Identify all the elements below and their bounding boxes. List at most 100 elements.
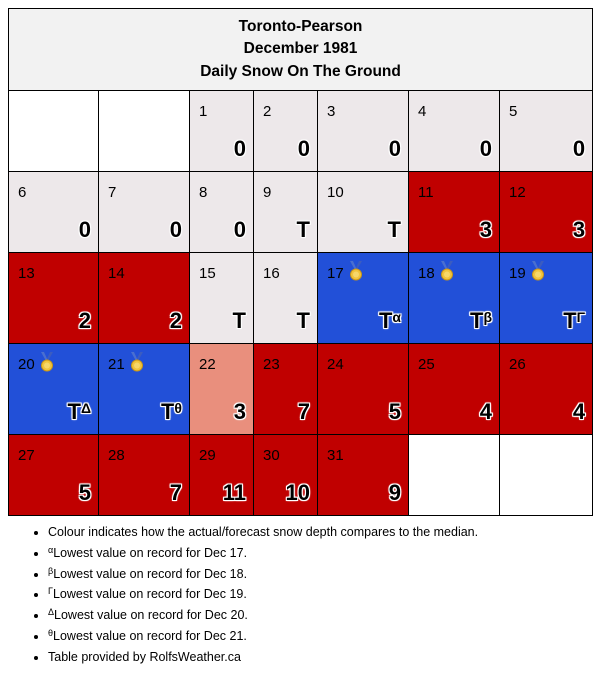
day-cell: 19 TΓ (498, 252, 594, 344)
medal-icon (438, 261, 456, 286)
note-marker: Γ (48, 586, 53, 597)
snow-depth-value: 0 (79, 217, 91, 243)
day-cell: 10 T (317, 171, 409, 253)
snow-depth-value: 4 (573, 399, 585, 425)
day-number-text: 2 (263, 103, 272, 120)
medal-icon (529, 261, 547, 286)
empty-cell (98, 90, 190, 172)
day-number: 17 (327, 261, 365, 286)
snow-depth-value: T (233, 308, 246, 334)
day-number-text: 6 (18, 184, 27, 201)
day-cell: 20 TΔ (8, 343, 99, 435)
snow-depth-value: 0 (480, 136, 492, 162)
day-number-text: 11 (418, 184, 434, 201)
day-number-text: 19 (509, 265, 526, 282)
day-number-text: 15 (199, 265, 216, 282)
snow-depth-value: Tθ (161, 399, 182, 425)
medal-icon (128, 352, 146, 377)
note-text: Lowest value on record for Dec 20. (54, 608, 248, 623)
day-number: 10 (327, 184, 344, 202)
snow-depth-text: 5 (388, 399, 401, 424)
day-number-text: 7 (108, 184, 117, 201)
record-footnote-marker: α (392, 309, 401, 325)
station-name: Toronto-Pearson (238, 17, 363, 35)
record-footnote-marker: Γ (576, 309, 586, 325)
snow-depth-value: 3 (234, 399, 246, 425)
day-number-text: 13 (18, 265, 35, 282)
day-number: 25 (418, 356, 435, 374)
day-cell: 13 2 (8, 252, 99, 344)
day-number: 23 (263, 356, 280, 374)
empty-cell (408, 434, 500, 516)
snow-calendar: Toronto-Pearson December 1981 Daily Snow… (7, 8, 594, 516)
day-number: 9 (263, 184, 271, 202)
day-number: 29 (199, 447, 216, 465)
day-cell: 14 2 (98, 252, 190, 344)
snow-depth-value: 0 (389, 136, 401, 162)
day-number-text: 10 (327, 184, 344, 201)
day-cell: 31 9 (317, 434, 409, 516)
snow-depth-text: 0 (479, 136, 492, 161)
day-number: 13 (18, 265, 35, 283)
week-row: 27 5 28 7 29 11 30 10 31 9 (8, 434, 594, 516)
snow-depth-text: 0 (233, 136, 246, 161)
snow-depth-text: 0 (572, 136, 586, 161)
day-number: 15 (199, 265, 216, 283)
note-text: Lowest value on record for Dec 18. (53, 566, 248, 581)
note-item: βLowest value on record for Dec 18. (48, 564, 478, 585)
day-number-text: 8 (199, 184, 208, 201)
record-footnote-marker: β (483, 309, 492, 325)
snow-depth-text: 3 (479, 217, 492, 242)
snow-depth-value: 3 (573, 217, 585, 243)
snow-depth-value: 5 (389, 399, 401, 425)
medal-icon (347, 261, 365, 286)
day-number: 26 (509, 356, 526, 374)
snow-depth-value: 5 (79, 480, 91, 506)
day-cell: 22 3 (189, 343, 254, 435)
snow-depth-text: 2 (169, 308, 182, 333)
day-cell: 15 T (189, 252, 254, 344)
table-subtitle: Daily Snow On The Ground (200, 62, 401, 80)
snow-depth-value: TΓ (563, 308, 585, 334)
snow-depth-text: 10 (285, 480, 310, 505)
day-number: 20 (18, 352, 56, 377)
snow-depth-value: 7 (298, 399, 310, 425)
day-cell: 28 7 (98, 434, 190, 516)
day-cell: 16 T (253, 252, 318, 344)
note-item: θLowest value on record for Dec 21. (48, 626, 478, 647)
snow-depth-text: 4 (572, 399, 586, 424)
snow-depth-value: 2 (170, 308, 182, 334)
day-number-text: 16 (263, 265, 280, 282)
day-number: 16 (263, 265, 280, 283)
day-cell: 23 7 (253, 343, 318, 435)
day-cell: 29 11 (189, 434, 254, 516)
day-number-text: 25 (418, 356, 435, 373)
snow-depth-text: 0 (169, 217, 182, 242)
day-number: 3 (327, 103, 335, 121)
snow-depth-text: 0 (233, 217, 246, 242)
notes-list: Colour indicates how the actual/forecast… (22, 522, 478, 668)
day-number-text: 14 (108, 265, 125, 282)
note-text: Colour indicates how the actual/forecast… (48, 525, 479, 539)
note-item: ΔLowest value on record for Dec 20. (48, 605, 478, 626)
day-number-text: 17 (327, 265, 344, 282)
day-number: 27 (18, 447, 35, 465)
snow-depth-value: 7 (170, 480, 182, 506)
note-marker: θ (48, 627, 54, 638)
day-number: 6 (18, 184, 26, 202)
day-number-text: 28 (108, 447, 125, 464)
day-number: 14 (108, 265, 125, 283)
calendar-header: Toronto-Pearson December 1981 Daily Snow… (7, 8, 594, 91)
day-number-text: 21 (108, 356, 125, 373)
snow-depth-value: 2 (79, 308, 91, 334)
snow-depth-value: 9 (389, 480, 401, 506)
day-number-text: 27 (18, 447, 35, 464)
day-number-text: 18 (418, 265, 435, 282)
day-number: 30 (263, 447, 280, 465)
day-number: 8 (199, 184, 207, 202)
